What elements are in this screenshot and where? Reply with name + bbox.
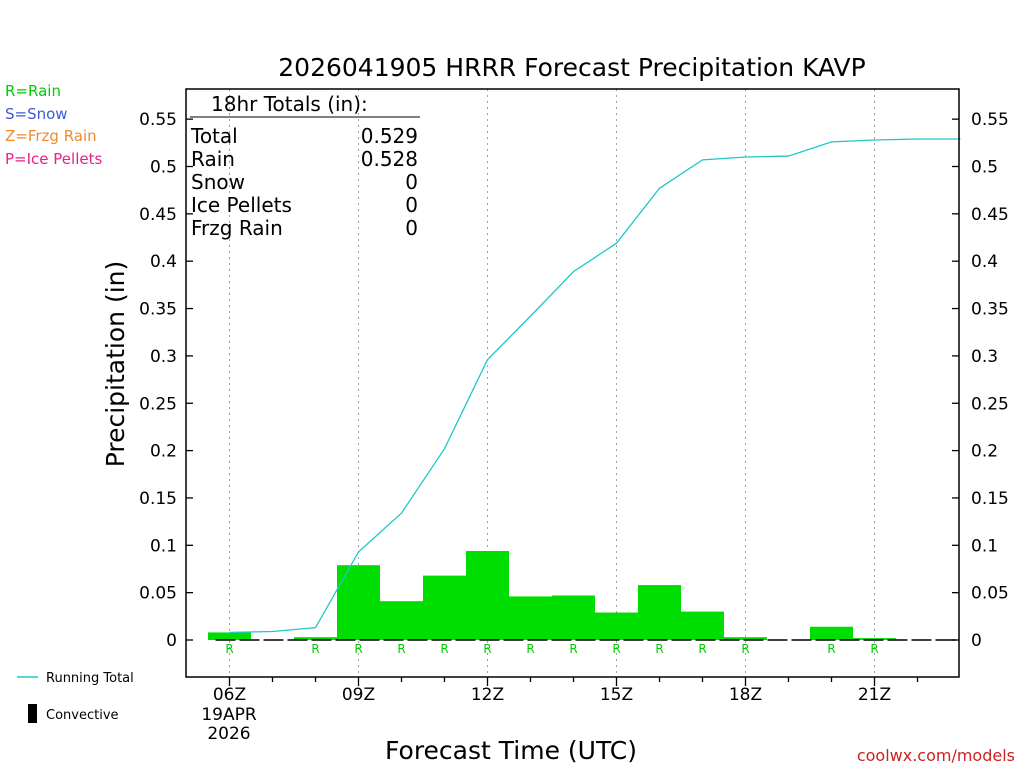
y-tick-label-right: 0.35 [971, 300, 1009, 320]
legend-snow: S=Snow [5, 105, 68, 123]
precip-bar [681, 611, 724, 640]
legend-rain: R=Rain [5, 82, 61, 100]
precip-type-label: R [741, 642, 749, 656]
precip-type-label: R [612, 642, 620, 656]
precip-bar [853, 638, 896, 640]
precip-type-label: R [827, 642, 835, 656]
chart-title: 2026041905 HRRR Forecast Precipitation K… [278, 53, 865, 82]
y-tick-label-left: 0.05 [139, 584, 177, 604]
y-tick-label-left: 0.35 [139, 300, 177, 320]
y-tick-label-left: 0.5 [150, 158, 177, 178]
x-tick-label: 18Z [729, 685, 762, 705]
precip-type-label: R [440, 642, 448, 656]
plot-frame [185, 88, 960, 678]
running-total-legend-label: Running Total [46, 671, 134, 686]
precip-type-label: R [526, 642, 534, 656]
precip-bar [810, 626, 853, 640]
legend-frzg-rain: Z=Frzg Rain [5, 127, 97, 145]
y-tick-label-right: 0.05 [971, 584, 1009, 604]
y-tick-label-left: 0.15 [139, 489, 177, 509]
convective-legend-swatch [28, 704, 37, 723]
totals-row-label: Ice Pellets [191, 193, 292, 217]
vertical-gridlines [229, 89, 875, 677]
type-legend: R=Rain S=Snow Z=Frzg Rain P=Ice Pellets [5, 82, 102, 168]
x-tick-label: 21Z [858, 685, 891, 705]
precip-bar [595, 612, 638, 640]
y-axis-title: Precipitation (in) [101, 261, 130, 468]
totals-row-value: 0.528 [361, 147, 418, 171]
y-tick-label-right: 0.25 [971, 394, 1009, 414]
precip-type-label: R [870, 642, 878, 656]
x-tick-label: 12Z [471, 685, 504, 705]
precip-type-label: R [225, 642, 233, 656]
y-tick-label-left: 0 [166, 631, 177, 651]
totals-row-value: 0.529 [361, 124, 418, 148]
y-tick-label-left: 0.4 [150, 252, 177, 272]
x-tick-label: 09Z [342, 685, 375, 705]
y-tick-label-right: 0 [971, 631, 982, 651]
precip-bar [380, 601, 423, 640]
precip-bar [466, 550, 509, 640]
precip-type-label: R [698, 642, 706, 656]
totals-row-label: Rain [191, 147, 235, 171]
x-date-line1: 19APR [201, 705, 257, 725]
convective-legend-label: Convective [46, 708, 119, 723]
y-axis-left: 0 0.05 0.1 0.15 0.2 0.25 0.3 0.35 0.4 0.45 0.5 0.55 [139, 110, 193, 651]
y-tick-label-right: 0.2 [971, 442, 998, 462]
precip-type-label: R [397, 642, 405, 656]
watermark: coolwx.com/models [857, 746, 1015, 765]
totals-row-value: 0 [405, 193, 418, 217]
x-date-line2: 2026 [207, 724, 250, 744]
precip-bar [552, 595, 595, 640]
y-tick-label-right: 0.3 [971, 347, 998, 367]
running-total-line [229, 138, 961, 634]
y-tick-label-left: 0.1 [150, 536, 177, 556]
precip-bar [337, 565, 380, 640]
x-axis: 06Z 09Z 12Z 15Z 18Z 21Z [213, 677, 919, 705]
y-tick-label-left: 0.25 [139, 394, 177, 414]
y-tick-label-right: 0.15 [971, 489, 1009, 509]
y-tick-label-left: 0.2 [150, 442, 177, 462]
x-axis-title: Forecast Time (UTC) [385, 736, 637, 765]
precip-type-label: R [311, 642, 319, 656]
series-legend: Running Total Convective [17, 671, 134, 723]
y-tick-label-right: 0.1 [971, 536, 998, 556]
y-tick-label-left: 0.55 [139, 110, 177, 130]
x-tick-label: 06Z [213, 685, 246, 705]
precip-type-label: R [569, 642, 577, 656]
hourly-precip-bars [208, 550, 896, 640]
totals-row-label: Frzg Rain [191, 216, 283, 240]
totals-row-value: 0 [405, 170, 418, 194]
running-total-line-layer [229, 138, 961, 634]
totals-row-label: Snow [191, 170, 245, 194]
totals-row-value: 0 [405, 216, 418, 240]
x-tick-label: 15Z [600, 685, 633, 705]
precip-type-label: R [483, 642, 491, 656]
y-tick-label-left: 0.3 [150, 347, 177, 367]
y-tick-label-right: 0.55 [971, 110, 1009, 130]
y-tick-label-left: 0.45 [139, 205, 177, 225]
precip-type-label: R [655, 642, 663, 656]
precip-bar [509, 596, 552, 640]
y-tick-label-right: 0.45 [971, 205, 1009, 225]
precip-type-label: R [354, 642, 362, 656]
y-tick-label-right: 0.5 [971, 158, 998, 178]
precip-bar [423, 575, 466, 640]
totals-title: 18hr Totals (in): [211, 92, 368, 116]
totals-row-label: Total [190, 124, 238, 148]
precip-bar [724, 637, 767, 640]
precip-bar [294, 637, 337, 640]
y-axis-right: 0 0.05 0.1 0.15 0.2 0.25 0.3 0.35 0.4 0.45 0.5 0.55 [952, 110, 1009, 651]
legend-ice-pellets: P=Ice Pellets [5, 150, 102, 168]
precip-bar [208, 632, 251, 640]
precip-bar [638, 585, 681, 640]
y-tick-label-right: 0.4 [971, 252, 998, 272]
totals-box: 18hr Totals (in): Total 0.529 Rain 0.528… [190, 92, 420, 240]
